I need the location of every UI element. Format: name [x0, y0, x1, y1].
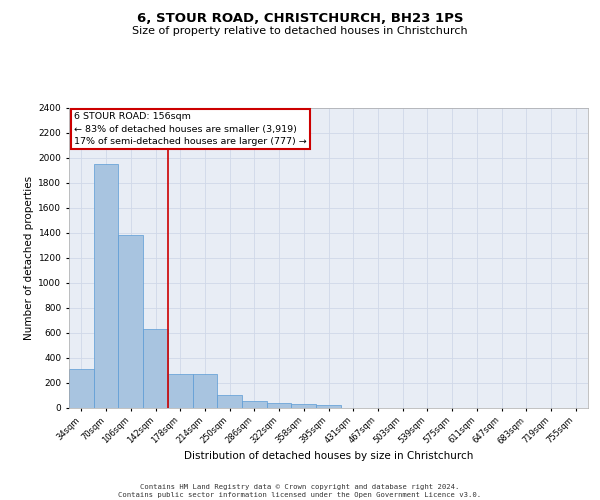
Text: Size of property relative to detached houses in Christchurch: Size of property relative to detached ho… [132, 26, 468, 36]
Bar [94, 164, 118, 408]
Bar [217, 395, 242, 407]
Text: Contains HM Land Registry data © Crown copyright and database right 2024.
Contai: Contains HM Land Registry data © Crown c… [118, 484, 482, 498]
Bar [69, 369, 94, 408]
Text: 6 STOUR ROAD: 156sqm
← 83% of detached houses are smaller (3,919)
17% of semi-de: 6 STOUR ROAD: 156sqm ← 83% of detached h… [74, 112, 307, 146]
Y-axis label: Number of detached properties: Number of detached properties [24, 176, 34, 340]
Bar [242, 401, 267, 407]
Bar [292, 404, 316, 407]
X-axis label: Distribution of detached houses by size in Christchurch: Distribution of detached houses by size … [184, 451, 473, 461]
Bar [143, 329, 168, 407]
Bar [267, 403, 292, 407]
Text: 6, STOUR ROAD, CHRISTCHURCH, BH23 1PS: 6, STOUR ROAD, CHRISTCHURCH, BH23 1PS [137, 12, 463, 26]
Bar [193, 374, 217, 408]
Bar [118, 235, 143, 408]
Bar [168, 374, 193, 408]
Bar [316, 405, 341, 407]
